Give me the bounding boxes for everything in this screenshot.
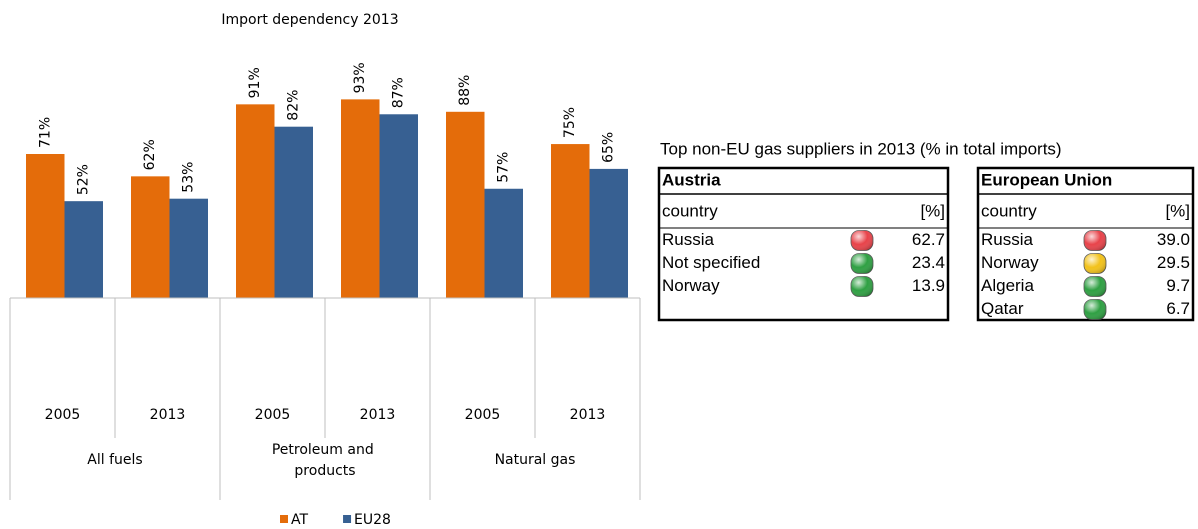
share: 6.7 <box>1166 299 1190 318</box>
share: 39.0 <box>1157 230 1190 249</box>
chart-title: Import dependency 2013 <box>221 12 398 28</box>
table-panel <box>657 166 950 322</box>
share: 9.7 <box>1166 276 1190 295</box>
status-light-shine <box>1084 253 1106 274</box>
bar <box>274 126 313 298</box>
column-header: [%] <box>1165 201 1190 220</box>
legend-swatch <box>343 515 352 523</box>
status-light-shine <box>1084 299 1106 320</box>
x-tick-label: 2005 <box>465 407 501 423</box>
panel-header: European Union <box>981 170 1112 189</box>
share: 23.4 <box>912 253 945 272</box>
value-label: 62% <box>142 139 158 170</box>
bar <box>131 176 170 298</box>
legend-label: EU28 <box>354 512 391 528</box>
group-label: Petroleum and products <box>272 442 378 479</box>
bar <box>484 188 523 298</box>
group-label: All fuels <box>87 452 142 468</box>
value-label: 93% <box>352 62 368 93</box>
column-header: country <box>981 201 1037 220</box>
x-tick-label: 2013 <box>570 407 606 423</box>
country: Algeria <box>981 276 1034 295</box>
bar <box>446 111 485 298</box>
bar <box>589 168 628 298</box>
value-label: 71% <box>37 117 53 148</box>
value-label: 65% <box>601 132 617 163</box>
bar <box>169 198 208 298</box>
share: 29.5 <box>1157 253 1190 272</box>
country: Qatar <box>981 299 1024 318</box>
bar <box>64 201 103 298</box>
value-label: 91% <box>247 67 263 98</box>
bar <box>379 114 418 298</box>
table-title: Top non-EU gas suppliers in 2013 (% in t… <box>660 139 1062 158</box>
bar <box>551 144 590 298</box>
status-light-shine <box>851 276 873 297</box>
status-light-shine <box>1084 230 1106 251</box>
legend-label: AT <box>291 512 308 528</box>
legend-swatch <box>280 515 288 523</box>
value-label: 88% <box>457 75 473 106</box>
share: 13.9 <box>912 276 945 295</box>
country: Norway <box>662 276 720 295</box>
group-label: Natural gas <box>495 452 576 468</box>
bar <box>26 154 65 298</box>
value-label: 52% <box>76 164 92 195</box>
value-label: 75% <box>562 107 578 138</box>
x-tick-label: 2013 <box>360 407 396 423</box>
x-tick-label: 2005 <box>255 407 291 423</box>
status-light-shine <box>851 230 873 251</box>
share: 62.7 <box>912 230 945 249</box>
x-tick-label: 2005 <box>45 407 81 423</box>
value-label: 82% <box>286 90 302 121</box>
value-label: 57% <box>496 152 512 183</box>
x-tick-label: 2013 <box>150 407 186 423</box>
panel-header: Austria <box>662 170 721 189</box>
table-panel <box>976 166 1195 322</box>
column-header: country <box>662 201 718 220</box>
status-light-shine <box>1084 276 1106 297</box>
country: Norway <box>981 253 1039 272</box>
country: Russia <box>662 230 715 249</box>
country: Not specified <box>662 253 760 272</box>
value-label: 53% <box>181 162 197 193</box>
column-header: [%] <box>920 201 945 220</box>
bar <box>341 99 380 299</box>
bar <box>236 104 275 299</box>
country: Russia <box>981 230 1034 249</box>
value-label: 87% <box>391 77 407 108</box>
status-light-shine <box>851 253 873 274</box>
